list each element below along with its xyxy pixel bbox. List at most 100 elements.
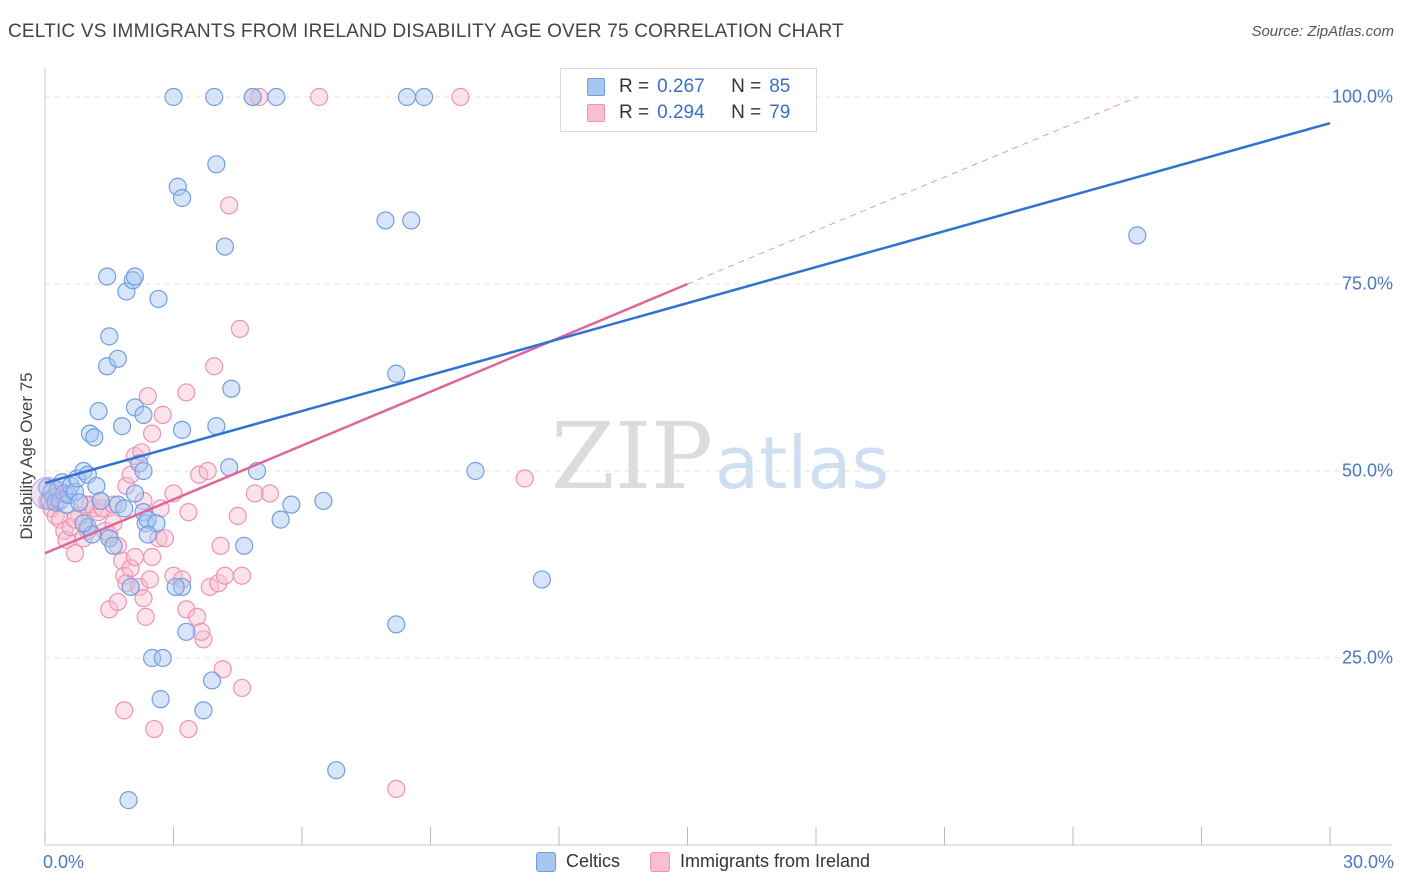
x-tick-label: 0.0% — [43, 852, 85, 872]
celtics-point — [402, 211, 421, 230]
ireland-point — [179, 719, 198, 739]
ireland-point — [232, 678, 252, 698]
ireland-points — [38, 87, 534, 799]
ireland-r-value: 0.294 — [657, 102, 705, 123]
ireland-point — [108, 592, 127, 612]
y-tick-label: 25.0% — [1341, 647, 1393, 668]
source-label: Source: ZipAtlas.com — [1251, 23, 1394, 40]
celtics-point — [125, 267, 145, 286]
n-label: N = — [731, 76, 762, 97]
chart-title: CELTIC VS IMMIGRANTS FROM IRELAND DISABI… — [8, 21, 844, 42]
trend-lines — [44, 96, 1331, 555]
ireland-legend-swatch — [649, 851, 670, 872]
celtics-point — [125, 484, 145, 503]
ireland-point — [136, 607, 155, 626]
celtics-point — [267, 87, 286, 107]
ireland-point — [172, 570, 192, 589]
legend-row-ireland: R = 0.294 N = 79 — [587, 101, 790, 125]
ireland-point — [310, 87, 329, 107]
ireland-point — [140, 570, 160, 589]
ireland-point — [213, 660, 232, 679]
legend-item-celtics[interactable]: Celtics — [535, 851, 620, 872]
cluster-point — [30, 476, 64, 510]
ireland-trend-line — [44, 282, 688, 555]
celtics-point — [115, 499, 134, 518]
ireland-point — [260, 484, 279, 503]
celtics-point — [91, 491, 110, 511]
celtics-point — [166, 577, 185, 597]
celtics-points — [30, 87, 1147, 810]
celtics-point — [376, 211, 395, 230]
ireland-point — [245, 484, 264, 503]
celtics-point — [205, 87, 224, 107]
celtics-point — [243, 87, 262, 107]
ireland-point — [142, 424, 162, 443]
y-axis-label: Disability Age Over 75 — [17, 372, 36, 540]
celtics-point — [207, 155, 226, 174]
celtics-point — [85, 428, 104, 447]
celtics-point — [153, 648, 172, 668]
ireland-trend-extension — [687, 96, 1138, 285]
ireland-legend-label: Immigrants from Ireland — [679, 851, 871, 871]
celtics-point — [98, 267, 117, 286]
ireland-point — [177, 600, 196, 619]
ireland-point — [145, 719, 164, 739]
celtics-point — [532, 570, 551, 589]
watermark-zip: ZIP — [551, 403, 713, 510]
n-label: N = — [731, 102, 762, 123]
ireland-point — [134, 589, 153, 608]
celtics-legend-swatch — [535, 851, 556, 872]
celtics-point — [119, 791, 138, 810]
celtics-point — [112, 417, 132, 436]
celtics-point — [104, 536, 123, 555]
ireland-point — [194, 630, 213, 649]
ireland-point — [211, 536, 230, 555]
celtics-point — [466, 461, 485, 481]
celtics-n-value: 85 — [769, 76, 791, 97]
ireland-point — [138, 387, 157, 406]
celtics-swatch — [587, 78, 605, 96]
y-tick-label: 100.0% — [1331, 86, 1393, 107]
legend-row-celtics: R = 0.267 N = 85 — [587, 75, 790, 99]
celtics-point — [282, 495, 301, 514]
watermark-atlas: atlas — [715, 421, 889, 505]
ireland-point — [230, 319, 249, 338]
ireland-n-value: 79 — [769, 102, 791, 123]
celtics-r-value: 0.267 — [657, 76, 705, 97]
ireland-point — [220, 196, 239, 215]
celtics-point — [235, 536, 254, 555]
celtics-point — [327, 761, 346, 780]
celtics-point — [151, 690, 170, 709]
y-tick-label: 75.0% — [1341, 273, 1393, 294]
celtics-point — [70, 493, 89, 512]
axes — [44, 68, 1392, 846]
celtics-trend-line — [44, 121, 1331, 485]
watermark: ZIP atlas — [551, 403, 889, 510]
celtics-point — [98, 357, 117, 376]
celtics-point — [108, 349, 127, 368]
ireland-swatch — [587, 104, 605, 122]
x-tick-label: 30.0% — [1342, 852, 1394, 872]
celtics-point — [215, 237, 234, 256]
ireland-point — [232, 566, 252, 585]
ireland-point — [228, 506, 247, 525]
celtics-point — [168, 177, 187, 196]
ireland-point — [155, 529, 175, 548]
ireland-point — [451, 87, 470, 107]
celtics-point — [149, 289, 168, 309]
celtics-point — [65, 482, 85, 502]
celtics-point — [387, 615, 406, 634]
ireland-point — [149, 529, 168, 548]
ireland-point — [142, 547, 162, 567]
celtics-legend-label: Celtics — [565, 851, 620, 871]
ireland-point — [93, 499, 112, 518]
celtics-point — [164, 87, 183, 107]
ireland-point — [515, 469, 534, 488]
ireland-point — [205, 357, 224, 376]
celtics-point — [134, 405, 153, 424]
celtics-point — [138, 525, 157, 544]
celtics-point — [172, 420, 192, 439]
legend-item-ireland[interactable]: Immigrants from Ireland — [649, 851, 871, 872]
celtics-point — [87, 476, 106, 496]
